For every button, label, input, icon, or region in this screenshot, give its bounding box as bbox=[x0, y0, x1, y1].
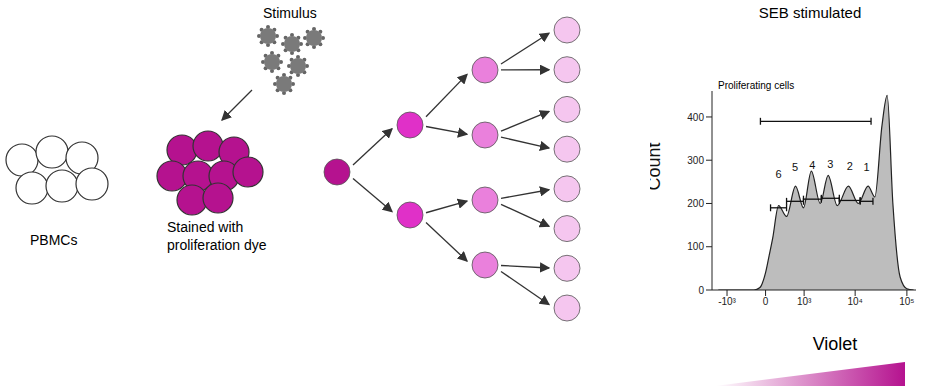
svg-text:4: 4 bbox=[809, 159, 815, 171]
svg-text:-10³: -10³ bbox=[718, 296, 736, 307]
svg-text:0: 0 bbox=[763, 296, 769, 307]
html-text:Proliferating cells: Proliferating cells bbox=[718, 80, 795, 91]
html-text:SEB stimulated: SEB stimulated bbox=[758, 4, 862, 21]
svg-text:0: 0 bbox=[698, 285, 704, 296]
svg-text:Count: Count bbox=[650, 142, 664, 190]
svg-text:10³: 10³ bbox=[797, 296, 812, 307]
svg-text:2: 2 bbox=[847, 160, 853, 172]
svg-text:200: 200 bbox=[687, 198, 704, 209]
html-text:Violet: Violet bbox=[812, 334, 858, 354]
svg-text:6: 6 bbox=[775, 168, 781, 180]
svg-text:100: 100 bbox=[687, 241, 704, 252]
svg-text:10⁴: 10⁴ bbox=[847, 296, 862, 307]
svg-text:10⁵: 10⁵ bbox=[899, 296, 914, 307]
svg-text:400: 400 bbox=[687, 112, 704, 123]
svg-text:PBMCs: PBMCs bbox=[30, 232, 77, 248]
svg-text:proliferation dye: proliferation dye bbox=[167, 237, 267, 253]
svg-text:Stimulus: Stimulus bbox=[263, 5, 317, 21]
svg-text:1: 1 bbox=[863, 161, 869, 173]
svg-text:300: 300 bbox=[687, 155, 704, 166]
svg-text:Stained with: Stained with bbox=[167, 219, 243, 235]
svg-text:5: 5 bbox=[792, 161, 798, 173]
svg-text:3: 3 bbox=[827, 158, 833, 170]
